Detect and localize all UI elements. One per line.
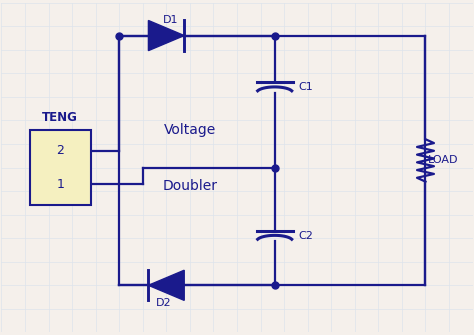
Text: LOAD: LOAD <box>428 155 458 165</box>
Bar <box>30 130 91 205</box>
Text: C1: C1 <box>298 82 313 92</box>
Text: D1: D1 <box>163 15 179 25</box>
Polygon shape <box>148 270 184 300</box>
Text: Voltage: Voltage <box>164 123 216 137</box>
Text: C2: C2 <box>298 231 313 241</box>
Text: 2: 2 <box>56 144 64 157</box>
Text: Doubler: Doubler <box>163 179 218 193</box>
Polygon shape <box>148 20 184 51</box>
Text: D2: D2 <box>156 298 172 309</box>
Text: 1: 1 <box>56 178 64 191</box>
Text: TENG: TENG <box>42 111 78 124</box>
